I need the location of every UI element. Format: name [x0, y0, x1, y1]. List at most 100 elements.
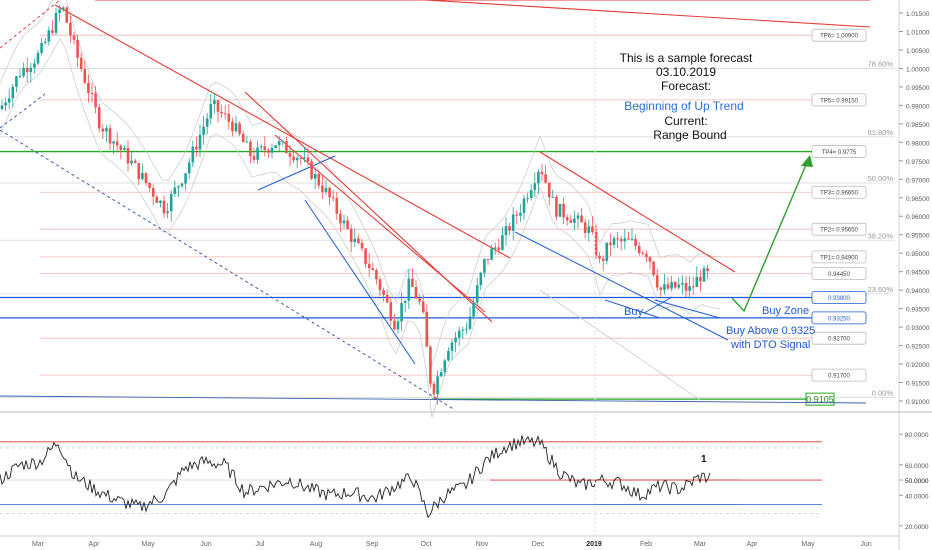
- price-level-label: 0.91700: [828, 374, 850, 380]
- candle-body: [511, 214, 515, 231]
- candle-body: [634, 239, 637, 247]
- candle-body: [619, 239, 623, 242]
- osc-tick-label: 60.0000: [905, 463, 929, 470]
- candle-body: [393, 320, 396, 330]
- resistance-trendline: [274, 134, 486, 313]
- oscillator-line: [0, 435, 711, 519]
- annotation-current-label: Current:: [664, 114, 707, 128]
- price-level-box: [811, 291, 867, 304]
- candle-body: [612, 238, 616, 245]
- candle-body: [295, 157, 299, 161]
- time-tick-label: Jun: [860, 541, 871, 548]
- candle-body: [288, 153, 292, 157]
- candle-body: [252, 156, 256, 160]
- candles: [0, 4, 709, 405]
- candle-body: [558, 203, 562, 217]
- candle-body: [454, 337, 457, 343]
- time-tick-label: Aug: [310, 541, 323, 548]
- candle-body: [429, 346, 432, 384]
- time-tick-label: Mar: [32, 541, 45, 548]
- candle-body: [346, 220, 349, 229]
- fib-level-label: 78.60%: [868, 59, 894, 68]
- candle-body: [378, 279, 382, 291]
- candle-body: [324, 187, 328, 192]
- candle-body: [51, 30, 54, 33]
- candle-body: [497, 247, 501, 250]
- fib-level-label: 61.80%: [868, 128, 894, 137]
- candle-body: [681, 283, 684, 285]
- candle-body: [220, 111, 223, 114]
- resistance-trendline: [539, 151, 736, 273]
- candle-body: [472, 302, 475, 317]
- candle-body: [69, 22, 72, 36]
- candle-body: [565, 217, 569, 221]
- candle-body: [90, 92, 94, 94]
- fib-level-label: 50.00%: [868, 174, 894, 183]
- candle-body: [605, 242, 609, 261]
- price-tick-label: 0.99500: [906, 85, 930, 92]
- faint-diagonal: [539, 289, 701, 401]
- candle-body: [180, 183, 184, 187]
- candle-body: [328, 187, 331, 198]
- candle-body: [133, 160, 137, 164]
- candle-body: [609, 242, 612, 245]
- candle-body: [216, 100, 220, 112]
- candle-body: [4, 102, 7, 106]
- candle-body: [169, 193, 173, 212]
- candle-body: [583, 222, 587, 233]
- candle-body: [72, 35, 76, 40]
- candle-body: [616, 238, 619, 240]
- candle-body: [22, 67, 25, 77]
- candle-body: [504, 226, 508, 236]
- price-tick-label: 0.94000: [906, 288, 930, 295]
- candle-body: [457, 330, 461, 338]
- candle-body: [691, 286, 695, 288]
- price-level-label: 0.94450: [828, 272, 850, 278]
- candle-body: [666, 284, 670, 289]
- price-tick-label: 0.99000: [906, 103, 930, 110]
- buy-above-label: Buy Above 0.9325: [726, 325, 815, 337]
- candle-body: [87, 82, 90, 93]
- candle-body: [123, 148, 126, 150]
- oscillator-panel: 80.0000 60.0000 50.0000 40.0000 20.0000: [0, 432, 929, 531]
- candle-body: [79, 57, 83, 70]
- resistance-trendline: [424, 0, 871, 28]
- candle-body: [94, 93, 97, 108]
- candle-body: [601, 258, 605, 261]
- candle-body: [277, 141, 281, 146]
- price-level-label: TP4= 0.9775: [822, 150, 857, 156]
- candle-body: [580, 215, 583, 223]
- candle-body: [357, 238, 360, 243]
- fib-level-label: 0.00%: [872, 388, 894, 397]
- candle-body: [270, 147, 274, 153]
- price-tick-label: 0.91500: [906, 381, 930, 388]
- candle-body: [213, 100, 216, 105]
- time-tick-label: Nov: [476, 541, 489, 548]
- candle-body: [594, 232, 598, 256]
- price-tick-label: 0.92000: [906, 362, 930, 369]
- candle-body: [7, 98, 11, 103]
- candle-body: [339, 213, 342, 224]
- price-level-label: 0.93250: [828, 316, 850, 322]
- candle-body: [637, 246, 641, 253]
- candle-body: [76, 39, 79, 58]
- candle-body: [623, 238, 627, 242]
- time-tick-label: Apr: [89, 541, 101, 548]
- candle-body: [389, 302, 393, 321]
- candle-body: [450, 342, 454, 351]
- candle-body: [137, 163, 141, 180]
- candle-body: [400, 302, 403, 322]
- candle-body: [162, 200, 166, 214]
- candle-body: [25, 67, 29, 73]
- price-tick-label: 1.01500: [906, 11, 930, 18]
- candle-body: [234, 123, 238, 132]
- candle-body: [414, 286, 418, 299]
- osc-tick-label: 50.0000: [905, 478, 929, 485]
- support-long-dashed: [0, 129, 456, 411]
- price-level-box: [811, 331, 867, 345]
- candle-body: [11, 86, 15, 99]
- candle-body: [465, 328, 468, 330]
- candle-body: [493, 247, 497, 249]
- candle-body: [317, 174, 321, 186]
- candle-body: [292, 156, 295, 161]
